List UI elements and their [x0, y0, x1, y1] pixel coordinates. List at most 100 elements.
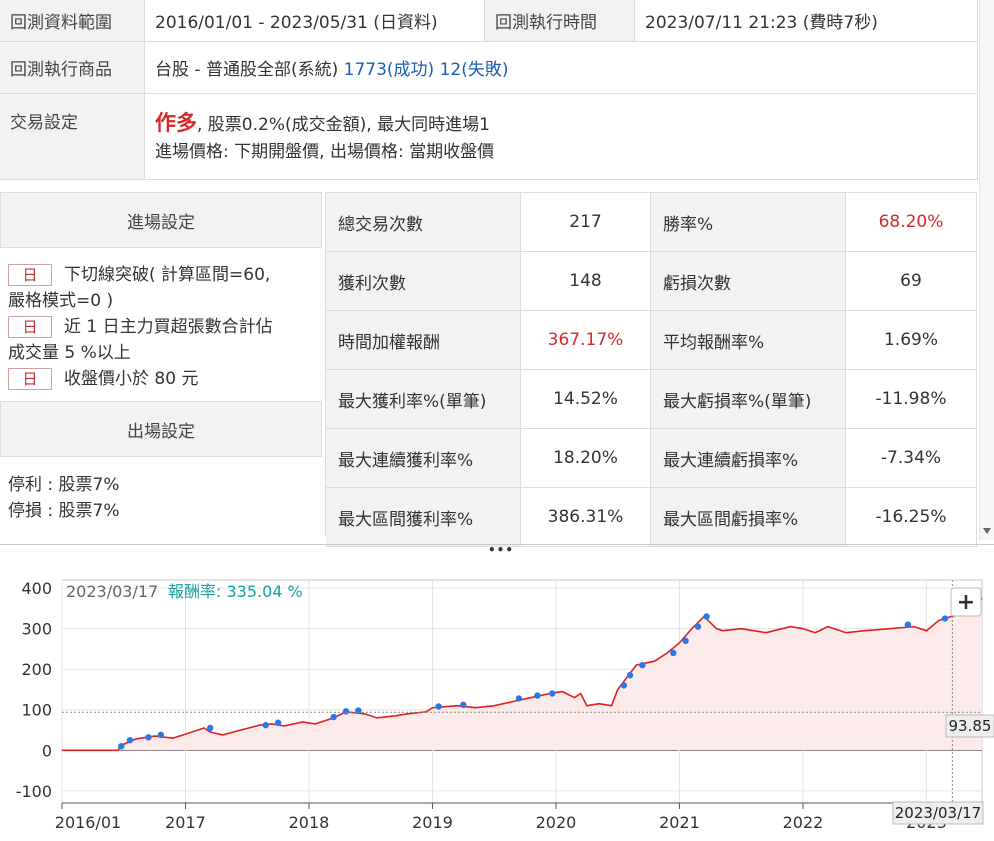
return-chart[interactable]: -100 0 100 200 300 400 2016/01 2017 2018 2019 2020… [0, 560, 994, 836]
trade-marker [626, 672, 634, 679]
condition-line: 成交量 5 %以上 [8, 343, 131, 363]
stat-label: 勝率% [651, 193, 846, 252]
panel-splitter[interactable]: ••• [0, 543, 994, 558]
stat-value: 148 [521, 252, 651, 311]
zoom-plus-icon[interactable]: + [957, 590, 975, 615]
trade-marker [126, 736, 134, 744]
x-tick-label: 2016/01 [55, 813, 121, 832]
condition-line: 下切線突破( 計算區間=60, [64, 265, 271, 285]
trade-marker [703, 613, 710, 620]
trade-marker [145, 734, 152, 741]
product-label: 回測執行商品 [0, 42, 145, 94]
product-success-link[interactable]: 1773(成功) [343, 60, 435, 80]
product-fail-link[interactable]: 12(失敗) [439, 60, 509, 80]
hover-value-box [945, 714, 994, 738]
trade-label: 交易設定 [0, 94, 145, 180]
trade-marker [330, 713, 337, 721]
trade-prices: 進場價格: 下期開盤價, 出場價格: 當期收盤價 [155, 141, 495, 162]
trade-marker [670, 649, 677, 657]
entry-settings-title: 進場設定 [0, 192, 322, 248]
backtest-info-panel: 回測資料範圍 2016/01/01 - 2023/05/31 (日資料) 回測執… [0, 0, 978, 180]
stat-label: 最大區間獲利率% [326, 488, 521, 547]
condition-line: 收盤價小於 80 元 [64, 369, 199, 389]
stat-value: 217 [521, 193, 651, 252]
trade-marker [435, 703, 442, 710]
trade-marker [941, 615, 949, 622]
x-tick-label: 2020 [536, 813, 577, 832]
trade-marker [549, 690, 556, 697]
return-label: 報酬率: 335.04 % [168, 582, 303, 601]
entry-condition: 日收盤價小於 80 元 [8, 366, 198, 392]
trade-marker [274, 719, 282, 726]
stat-value: 14.52% [521, 370, 651, 429]
stat-value: 1.69% [846, 311, 977, 370]
trade-marker [342, 708, 350, 715]
day-badge: 日 [8, 368, 52, 390]
stat-value: 367.17% [521, 311, 651, 370]
stat-value: 68.20% [846, 193, 977, 252]
crosshair-date-box [892, 801, 984, 825]
entry-condition: 日近 1 日主力買超張數合計佔 成交量 5 %以上 [8, 314, 273, 366]
stat-label: 總交易次數 [326, 193, 521, 252]
y-tick-label: -100 [16, 782, 52, 801]
return-chart-svg[interactable]: -100 0 100 200 300 400 2016/01 2017 2018 2019 2020… [0, 560, 994, 836]
stat-label: 平均報酬率% [651, 311, 846, 370]
exec-time-value: 2023/07/11 21:23 (費時7秒) [635, 0, 978, 42]
condition-line: 近 1 日主力買超張數合計佔 [64, 317, 273, 337]
day-badge: 日 [8, 316, 52, 338]
stat-label: 最大區間虧損率% [651, 488, 846, 547]
trade-fee: , 股票0.2%(成交金額), 最大同時進場1 [197, 114, 490, 135]
trade-marker [460, 701, 467, 709]
x-tick-label: 2021 [659, 813, 700, 832]
x-tick-label: 2019 [412, 813, 453, 832]
trade-marker [118, 743, 125, 750]
exit-settings-title: 出場設定 [0, 401, 322, 457]
x-tick-label: 2022 [783, 813, 824, 832]
x-tick-label: 2018 [289, 813, 330, 832]
condition-line: 嚴格模式=0 ) [8, 291, 114, 311]
trade-marker [206, 724, 214, 732]
range-value: 2016/01/01 - 2023/05/31 (日資料) [145, 0, 485, 42]
scroll-down-arrow-icon[interactable] [983, 528, 991, 534]
hover-value-label: 93.85 [949, 717, 992, 735]
stat-label: 獲利次數 [326, 252, 521, 311]
stat-label: 最大獲利率%(單筆) [326, 370, 521, 429]
stat-value: -11.98% [846, 370, 977, 429]
exit-stop-loss: 停損 : 股票7% [8, 501, 120, 521]
scrollbar[interactable] [979, 0, 994, 540]
stat-value: -7.34% [846, 429, 977, 488]
stat-label: 時間加權報酬 [326, 311, 521, 370]
stat-value: -16.25% [846, 488, 977, 547]
stats-table: 總交易次數 217 勝率% 68.20% 獲利次數 148 虧損次數 69 時間加權報酬 367.… [325, 192, 977, 547]
trade-marker [694, 623, 702, 630]
zoom-button[interactable] [950, 587, 982, 617]
stat-label: 最大連續虧損率% [651, 429, 846, 488]
stat-label: 最大連續獲利率% [326, 429, 521, 488]
trade-marker [355, 707, 362, 714]
trade-marker [904, 621, 912, 628]
return-area [62, 598, 982, 751]
trade-marker [515, 695, 523, 702]
splitter-handle-icon[interactable]: ••• [488, 543, 515, 557]
y-tick-label: 300 [21, 620, 52, 639]
stat-value: 69 [846, 252, 977, 311]
y-tick-label: 400 [21, 579, 52, 598]
trade-marker [262, 721, 269, 729]
stat-value: 18.20% [521, 429, 651, 488]
hover-date: 2023/03/17 [66, 582, 158, 601]
trade-marker [534, 692, 541, 699]
trade-marker [639, 661, 646, 669]
product-value: 台股 - 普通股全部(系統) 1773(成功) 12(失敗) [145, 42, 978, 94]
exec-time-label: 回測執行時間 [485, 0, 635, 42]
exit-take-profit: 停利 : 股票7% [8, 475, 120, 495]
y-tick-label: 0 [42, 741, 52, 760]
return-series-line [62, 597, 983, 752]
y-tick-label: 200 [21, 660, 52, 679]
crosshair-date-label: 2023/03/17 [895, 804, 981, 822]
strategy-settings: 進場設定 日下切線突破( 計算區間=60, 嚴格模式=0 ) 日近 1 日主力買… [0, 192, 322, 536]
range-label: 回測資料範圍 [0, 0, 145, 42]
trade-settings: 作多, 股票0.2%(成交金額), 最大同時進場1 進場價格: 下期開盤價, 出… [145, 94, 978, 180]
trade-marker [682, 637, 689, 645]
stat-value: 386.31% [521, 488, 651, 547]
entry-condition: 日下切線突破( 計算區間=60, 嚴格模式=0 ) [8, 262, 270, 314]
